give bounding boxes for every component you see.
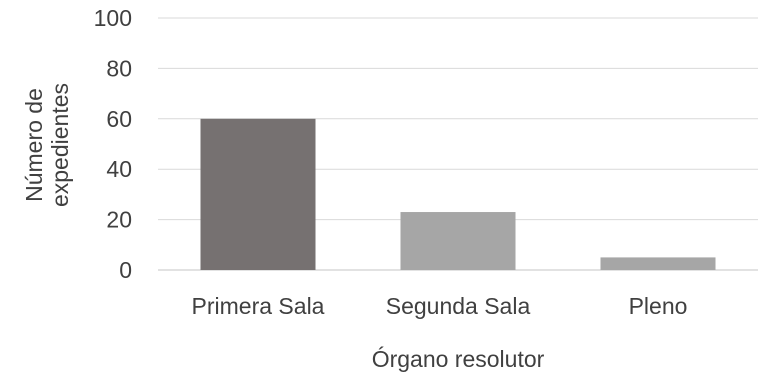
x-tick-labels: Primera Sala Segunda Sala Pleno — [192, 293, 688, 319]
y-tick-label: 60 — [106, 106, 132, 132]
bar-primera-sala — [200, 118, 316, 270]
y-tick-label: 100 — [94, 5, 132, 31]
y-tick-label: 80 — [106, 55, 132, 81]
x-tick-label: Segunda Sala — [386, 293, 531, 319]
y-tick-label: 20 — [106, 207, 132, 233]
y-tick-label: 0 — [119, 257, 132, 283]
y-tick-labels: 0 20 40 60 80 100 — [94, 5, 132, 283]
y-axis-title-line-2: expedientes — [47, 83, 73, 207]
y-axis-title-line-1: Número de — [21, 88, 47, 202]
bar-pleno — [600, 257, 716, 270]
x-axis-title: Órgano resolutor — [372, 346, 545, 372]
x-tick-label: Pleno — [629, 293, 688, 319]
bar-segunda-sala — [400, 212, 516, 270]
y-tick-label: 40 — [106, 156, 132, 182]
bars — [200, 118, 716, 270]
x-tick-label: Primera Sala — [192, 293, 325, 319]
